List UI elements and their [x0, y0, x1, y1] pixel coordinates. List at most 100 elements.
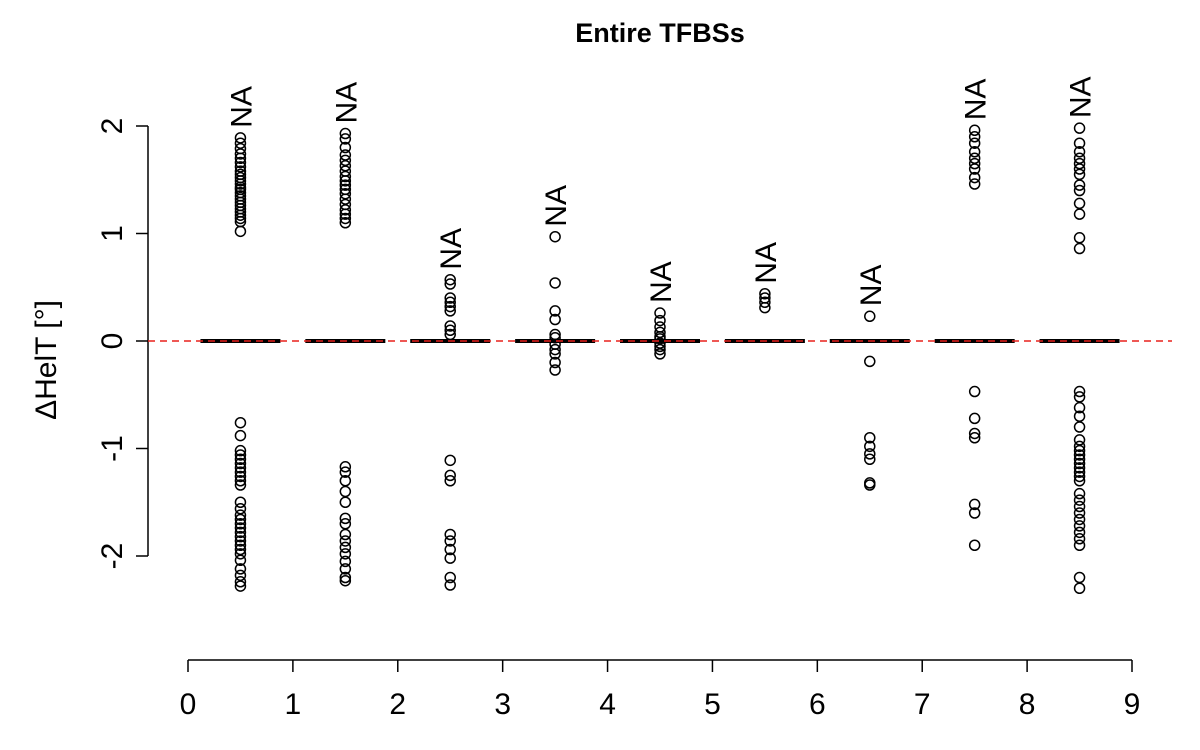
y-tick-label: 1 [96, 225, 129, 242]
data-point [234, 148, 247, 160]
data-point [1073, 475, 1086, 487]
data-point [549, 364, 561, 376]
data-point [968, 385, 981, 398]
data-point [1073, 197, 1086, 210]
data-point [339, 485, 352, 498]
data-point [549, 277, 561, 289]
data-point [444, 475, 456, 487]
data-point [234, 466, 247, 478]
data-point [1073, 457, 1086, 470]
group-2: NA [305, 82, 386, 587]
group-3: NA [410, 228, 491, 591]
data-point [234, 526, 247, 539]
data-point [968, 171, 981, 184]
data-point [234, 462, 247, 474]
data-point [339, 535, 352, 547]
chart-title: Entire TFBSs [575, 18, 745, 48]
data-point [654, 340, 666, 353]
data-point [1073, 449, 1086, 461]
data-point [968, 507, 981, 519]
data-point [444, 543, 456, 556]
data-point [1073, 122, 1086, 134]
groups-layer: NA NA NA NA NA NA NA NA NA [200, 76, 1120, 594]
data-point [444, 278, 456, 290]
data-point [234, 563, 247, 575]
data-point [968, 539, 981, 551]
x-tick-label: 3 [494, 688, 511, 721]
group-6: NA [724, 242, 805, 343]
data-point [1073, 184, 1086, 197]
na-label: NA [645, 261, 678, 303]
na-label: NA [750, 242, 783, 284]
data-point [864, 310, 876, 323]
data-point [1073, 571, 1086, 584]
data-point [1073, 487, 1086, 500]
data-point [1073, 385, 1086, 398]
data-point [234, 518, 247, 530]
data-point [654, 348, 666, 360]
data-point [444, 469, 456, 482]
data-point [759, 301, 771, 314]
data-point [864, 355, 876, 368]
y-tick-label: -1 [96, 435, 129, 462]
data-point [339, 179, 352, 191]
data-point [1073, 232, 1086, 244]
data-point [234, 457, 247, 470]
data-point [234, 554, 247, 567]
na-label: NA [225, 86, 258, 128]
data-point [339, 548, 352, 560]
data-point [339, 170, 352, 183]
data-point [339, 571, 352, 584]
x-tick-label: 1 [285, 688, 302, 721]
group-1: NA [200, 86, 281, 592]
data-point [759, 296, 771, 309]
data-point [1073, 526, 1086, 539]
data-point [1073, 539, 1086, 551]
data-point [234, 156, 247, 169]
data-point [1073, 507, 1086, 519]
data-point [234, 209, 247, 221]
data-point [1073, 421, 1086, 433]
data-point [234, 444, 247, 457]
data-point [864, 479, 876, 491]
group-7: NA [829, 265, 910, 491]
data-point [339, 208, 352, 220]
data-point [1073, 440, 1086, 453]
data-point [1073, 513, 1086, 526]
data-point [234, 513, 247, 526]
data-point [968, 157, 981, 170]
data-point [234, 580, 247, 592]
data-point [1073, 462, 1086, 474]
data-point [339, 496, 352, 508]
data-point [864, 448, 876, 460]
data-point [1073, 179, 1086, 191]
data-point [339, 563, 352, 575]
data-point [234, 429, 247, 442]
data-point [968, 427, 981, 440]
data-point [1073, 533, 1086, 545]
x-tick-label: 6 [809, 688, 826, 721]
data-point [1073, 401, 1086, 414]
data-point [968, 131, 981, 143]
data-point [444, 292, 456, 304]
na-label: NA [960, 79, 993, 121]
data-point [968, 432, 981, 444]
data-point [234, 509, 247, 521]
data-point [968, 498, 981, 511]
data-point [339, 466, 352, 478]
data-point [444, 305, 456, 317]
data-point [444, 571, 456, 584]
data-point [444, 324, 456, 336]
data-point [1073, 453, 1086, 465]
data-point [549, 305, 561, 317]
data-point [234, 212, 247, 225]
data-point [444, 454, 456, 467]
y-tick-label: 0 [96, 333, 129, 350]
data-point [444, 320, 456, 332]
group-5: NA [620, 261, 700, 360]
data-point [339, 217, 352, 229]
data-point [339, 175, 352, 187]
axes: 0 1 2 3 4 5 6 7 8 9 -2 -1 0 1 2 [96, 118, 1140, 721]
data-point [1073, 582, 1086, 594]
data-point [1073, 520, 1086, 532]
